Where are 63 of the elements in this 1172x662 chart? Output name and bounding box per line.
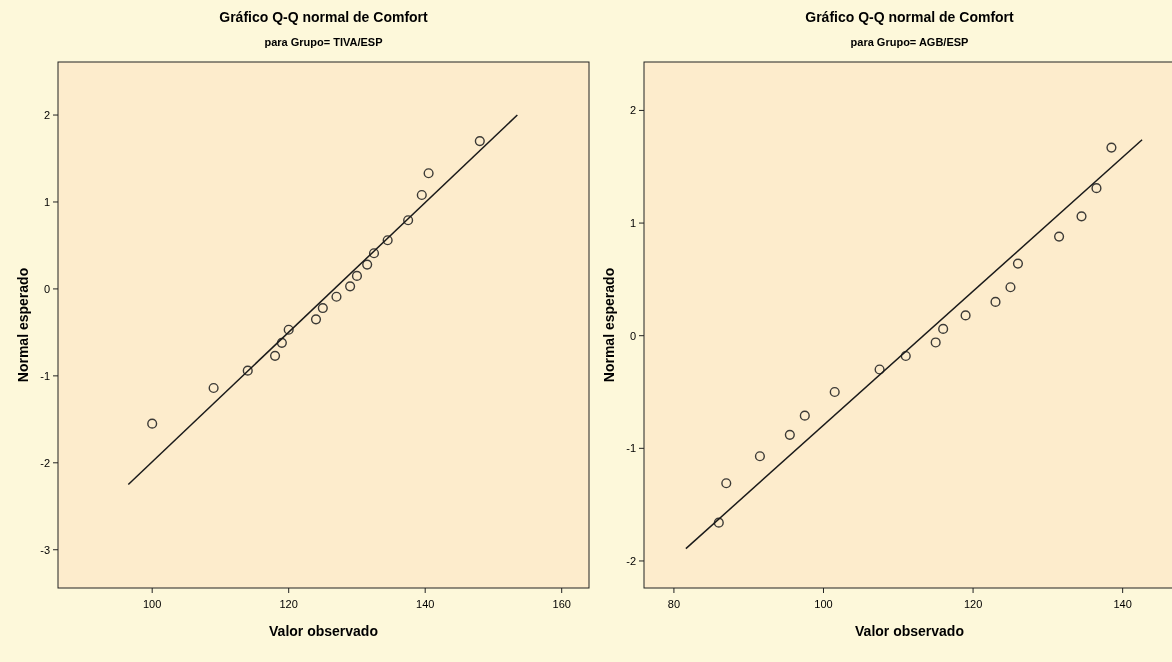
x-tick-label: 160 [552, 598, 571, 610]
point [1091, 183, 1102, 194]
point [829, 386, 840, 398]
chart-subtitle: para Grupo= AGB/ESP [850, 36, 969, 48]
x-tick-label: 140 [1113, 598, 1132, 610]
point [1106, 142, 1117, 153]
point [900, 350, 911, 362]
x-tick-label: 80 [667, 598, 681, 610]
y-tick-label: 1 [629, 217, 636, 230]
point [784, 429, 795, 440]
x-axis-title: Valor observado [855, 623, 964, 639]
point [276, 337, 287, 348]
point [269, 350, 281, 361]
point [362, 259, 373, 270]
point [960, 310, 971, 321]
y-tick-label: 0 [43, 282, 50, 295]
y-tick-label: -3 [40, 543, 50, 556]
y-tick-label: -1 [626, 442, 636, 455]
chart-title: Gráfico Q-Q normal de Comfort [219, 9, 429, 25]
point [1076, 211, 1087, 222]
point [721, 478, 732, 489]
y-tick-label: 2 [629, 104, 636, 117]
x-tick-label: 120 [963, 598, 983, 610]
x-tick-label: 100 [143, 598, 162, 610]
y-tick-label: -2 [626, 554, 636, 567]
point [382, 235, 393, 246]
point [351, 270, 363, 281]
point [416, 189, 427, 201]
y-tick-label: 2 [43, 109, 50, 122]
point [283, 324, 294, 335]
point [208, 382, 219, 394]
chart-subtitle: para Grupo= TIVA/ESP [264, 36, 383, 48]
point [1005, 282, 1016, 293]
point [938, 323, 949, 334]
y-tick-label: -2 [40, 456, 50, 469]
chart-title: Gráfico Q-Q normal de Comfort [805, 9, 1015, 25]
point [403, 215, 414, 226]
point [368, 248, 380, 259]
point [345, 281, 356, 292]
point [423, 168, 434, 179]
x-tick-label: 120 [279, 598, 298, 610]
point [474, 136, 485, 147]
point [874, 364, 885, 375]
point [930, 337, 941, 348]
y-tick-label: 1 [43, 195, 50, 208]
point [1054, 231, 1065, 242]
point [242, 365, 253, 376]
point [310, 314, 322, 325]
y-tick-label: 0 [629, 329, 636, 342]
point [799, 410, 810, 421]
y-axis-title: Normal esperado [601, 267, 617, 383]
x-axis-title: Valor observado [269, 623, 378, 639]
point [990, 296, 1001, 307]
x-tick-label: 100 [814, 598, 833, 610]
x-tick-label: 140 [416, 598, 435, 610]
point [147, 418, 158, 429]
point [754, 451, 765, 462]
point [1012, 258, 1024, 269]
point [317, 302, 328, 314]
y-tick-label: -1 [40, 369, 50, 382]
point [713, 517, 724, 528]
point [331, 291, 342, 302]
y-axis-title: Normal esperado [15, 267, 31, 383]
